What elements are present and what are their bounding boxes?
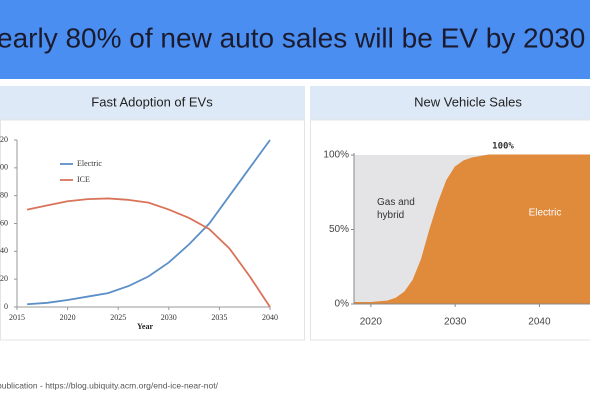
y-tick-label: 20 bbox=[0, 274, 8, 283]
y-tick-label: 50% bbox=[329, 224, 349, 235]
chart-title: Fast Adoption of EVs bbox=[91, 94, 213, 109]
y-tick-label: 100% bbox=[323, 150, 349, 161]
legend-label: Electric bbox=[77, 159, 102, 168]
source: publication - https://blog.ubiquity.acm.… bbox=[0, 380, 219, 390]
x-axis-label: Year bbox=[137, 322, 153, 331]
annotation: 100% bbox=[492, 142, 514, 152]
x-tick-label: 2015 bbox=[9, 313, 25, 322]
x-tick-label: 2040 bbox=[528, 317, 551, 328]
x-tick-label: 2030 bbox=[444, 317, 467, 328]
banner bbox=[0, 0, 590, 79]
series-label: Electric bbox=[529, 208, 562, 219]
y-tick-label: 0% bbox=[335, 299, 350, 310]
legend-label: ICE bbox=[77, 175, 90, 184]
x-tick-label: 2030 bbox=[161, 313, 177, 322]
panel bbox=[0, 119, 305, 341]
x-tick-label: 2020 bbox=[60, 313, 76, 322]
slide-title: early 80% of new auto sales will be EV b… bbox=[0, 22, 585, 53]
y-tick-label: 80 bbox=[0, 190, 8, 199]
panel-header bbox=[310, 86, 590, 120]
y-tick-label: 100 bbox=[0, 163, 8, 172]
area-series bbox=[353, 154, 590, 305]
y-tick-label: 120 bbox=[0, 135, 8, 144]
x-tick-label: 2025 bbox=[110, 313, 126, 322]
x-tick-label: 2035 bbox=[211, 313, 227, 322]
x-tick-label: 2020 bbox=[360, 317, 383, 328]
y-tick-label: 40 bbox=[0, 246, 8, 255]
annotation: Gas and hybrid bbox=[377, 197, 415, 221]
line-series bbox=[26, 197, 271, 308]
y-tick-label: 60 bbox=[0, 218, 8, 227]
panel-header bbox=[0, 86, 305, 120]
chart-title: New Vehicle Sales bbox=[414, 94, 522, 109]
line-series bbox=[27, 139, 271, 306]
y-tick-label: 0 bbox=[4, 302, 8, 311]
x-tick-label: 2040 bbox=[262, 313, 278, 322]
